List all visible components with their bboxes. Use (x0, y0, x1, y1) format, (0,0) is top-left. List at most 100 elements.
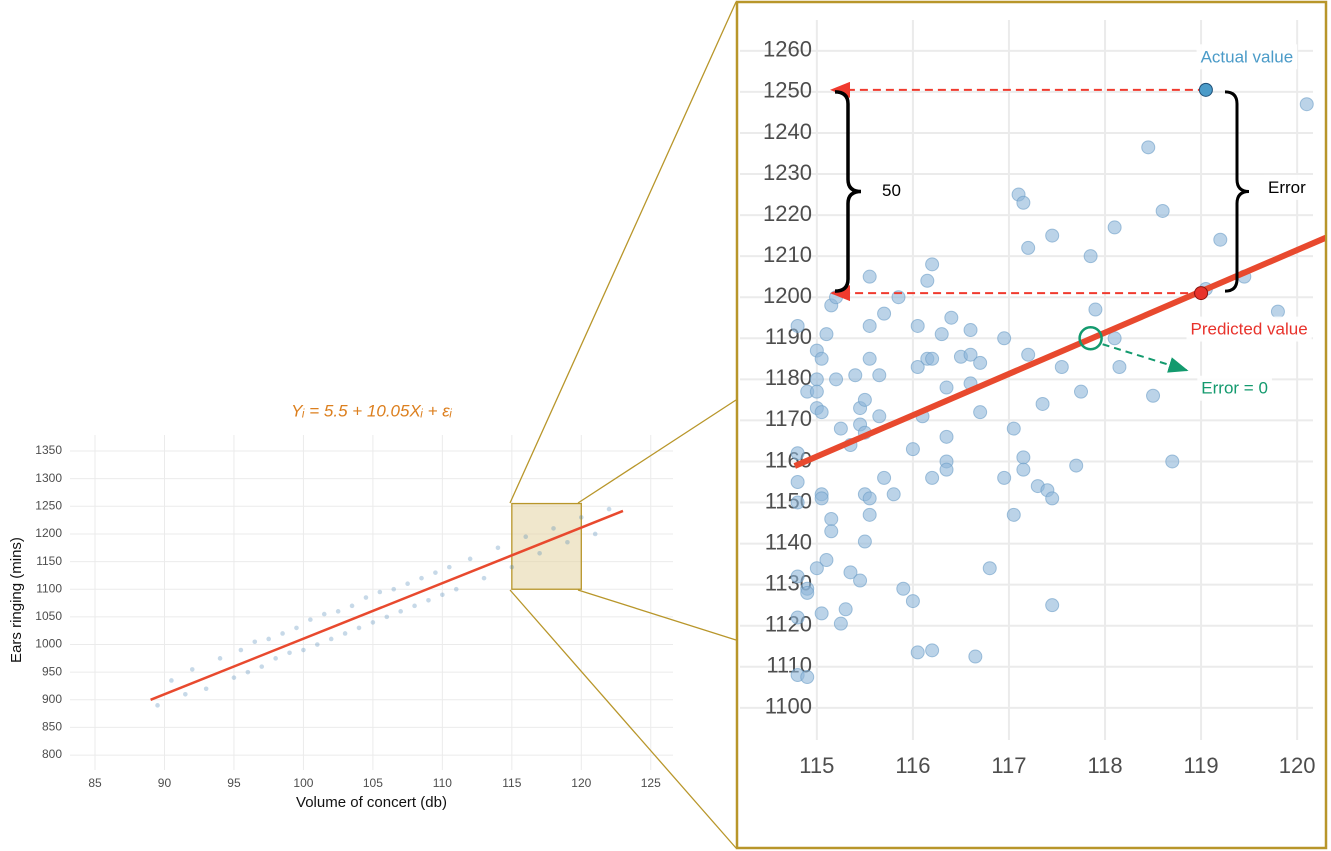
y-tick-label: 950 (42, 664, 62, 678)
connector (577, 589, 737, 641)
y-tick-label: 1260 (763, 37, 812, 62)
point (814, 491, 829, 506)
point (862, 269, 877, 284)
y-tick-label: 1230 (763, 160, 812, 185)
y-tick-label: 1350 (35, 443, 62, 457)
y-tick-label: 1050 (35, 609, 62, 623)
point (939, 462, 954, 477)
point (1021, 240, 1036, 255)
brace (1224, 90, 1250, 293)
point (877, 306, 892, 321)
point (315, 642, 320, 647)
point (925, 351, 940, 366)
point (273, 656, 278, 661)
point (925, 257, 940, 272)
point (1045, 228, 1060, 243)
x-tick-label: 115 (799, 753, 834, 778)
x-tick-label: 95 (227, 776, 241, 790)
point (920, 273, 935, 288)
point (1006, 507, 1021, 522)
x-tick-label: 105 (363, 776, 383, 790)
point (857, 534, 872, 549)
point (800, 670, 815, 685)
y-tick-label: 1100 (36, 581, 62, 595)
predicted-point (1194, 286, 1209, 301)
connector (577, 399, 737, 504)
point (405, 581, 410, 587)
point (838, 602, 853, 617)
point (495, 545, 501, 551)
annotation-label: Predicted value (1190, 320, 1307, 339)
point (824, 524, 839, 539)
zoom-chart: 115 116 117 118 119 1201100111011201130114011… (740, 20, 1325, 778)
point (565, 539, 570, 545)
x-tick-label: 120 (571, 776, 591, 790)
chart-title: Yᵢ = 5.5 + 10.05Xᵢ + εᵢ (291, 401, 453, 420)
point (886, 487, 901, 502)
point (453, 586, 459, 592)
y-tick-label: 1220 (763, 201, 812, 226)
point (1112, 360, 1127, 375)
point (328, 636, 334, 642)
point (1045, 598, 1060, 613)
point (217, 656, 223, 661)
zoom-region (511, 502, 582, 590)
x-tick-label: 85 (88, 776, 102, 790)
y-tick-label: 1300 (35, 471, 62, 485)
point (790, 610, 805, 625)
point (391, 586, 397, 592)
y-tick-label: 850 (42, 720, 62, 734)
point (1035, 396, 1050, 411)
point (335, 609, 341, 614)
point (321, 611, 327, 617)
label-background (1197, 375, 1272, 401)
overview-chart: 85 90 95 100 105 110 115 120 125 800 850 900 950 1000… (8, 401, 673, 811)
point (939, 429, 954, 444)
point (790, 446, 805, 461)
point (398, 609, 403, 614)
label-background (878, 177, 905, 203)
x-tick-label: 125 (641, 776, 661, 790)
point (342, 631, 348, 636)
point (973, 405, 988, 420)
point (301, 647, 306, 653)
point (1016, 450, 1031, 465)
x-tick-label: 115 (502, 776, 521, 790)
point (833, 616, 848, 631)
y-tick-label: 1240 (763, 119, 812, 144)
point (910, 645, 925, 660)
point (1141, 140, 1156, 155)
point (790, 474, 805, 489)
point (349, 603, 355, 609)
point (1107, 220, 1122, 235)
y-tick-label: 1150 (36, 554, 62, 568)
point (1016, 462, 1031, 477)
point (963, 347, 978, 362)
x-tick-label: 110 (433, 776, 452, 790)
point (809, 384, 824, 399)
point (814, 351, 829, 366)
x-tick-label: 118 (1087, 753, 1122, 778)
point (384, 614, 390, 620)
point (440, 592, 445, 598)
y-tick-label: 1100 (765, 694, 812, 719)
point (925, 470, 940, 485)
point (973, 355, 988, 370)
point (1074, 384, 1089, 399)
point (905, 594, 920, 609)
point (592, 531, 598, 537)
point (509, 564, 515, 570)
point (872, 368, 887, 383)
point (809, 372, 824, 387)
point (862, 351, 877, 366)
point (551, 526, 556, 531)
x-tick-label: 100 (293, 776, 313, 790)
point (896, 581, 911, 596)
point (809, 561, 824, 576)
point (245, 669, 251, 675)
point (857, 392, 872, 407)
point (790, 495, 805, 510)
point (377, 589, 383, 595)
point (790, 318, 805, 333)
